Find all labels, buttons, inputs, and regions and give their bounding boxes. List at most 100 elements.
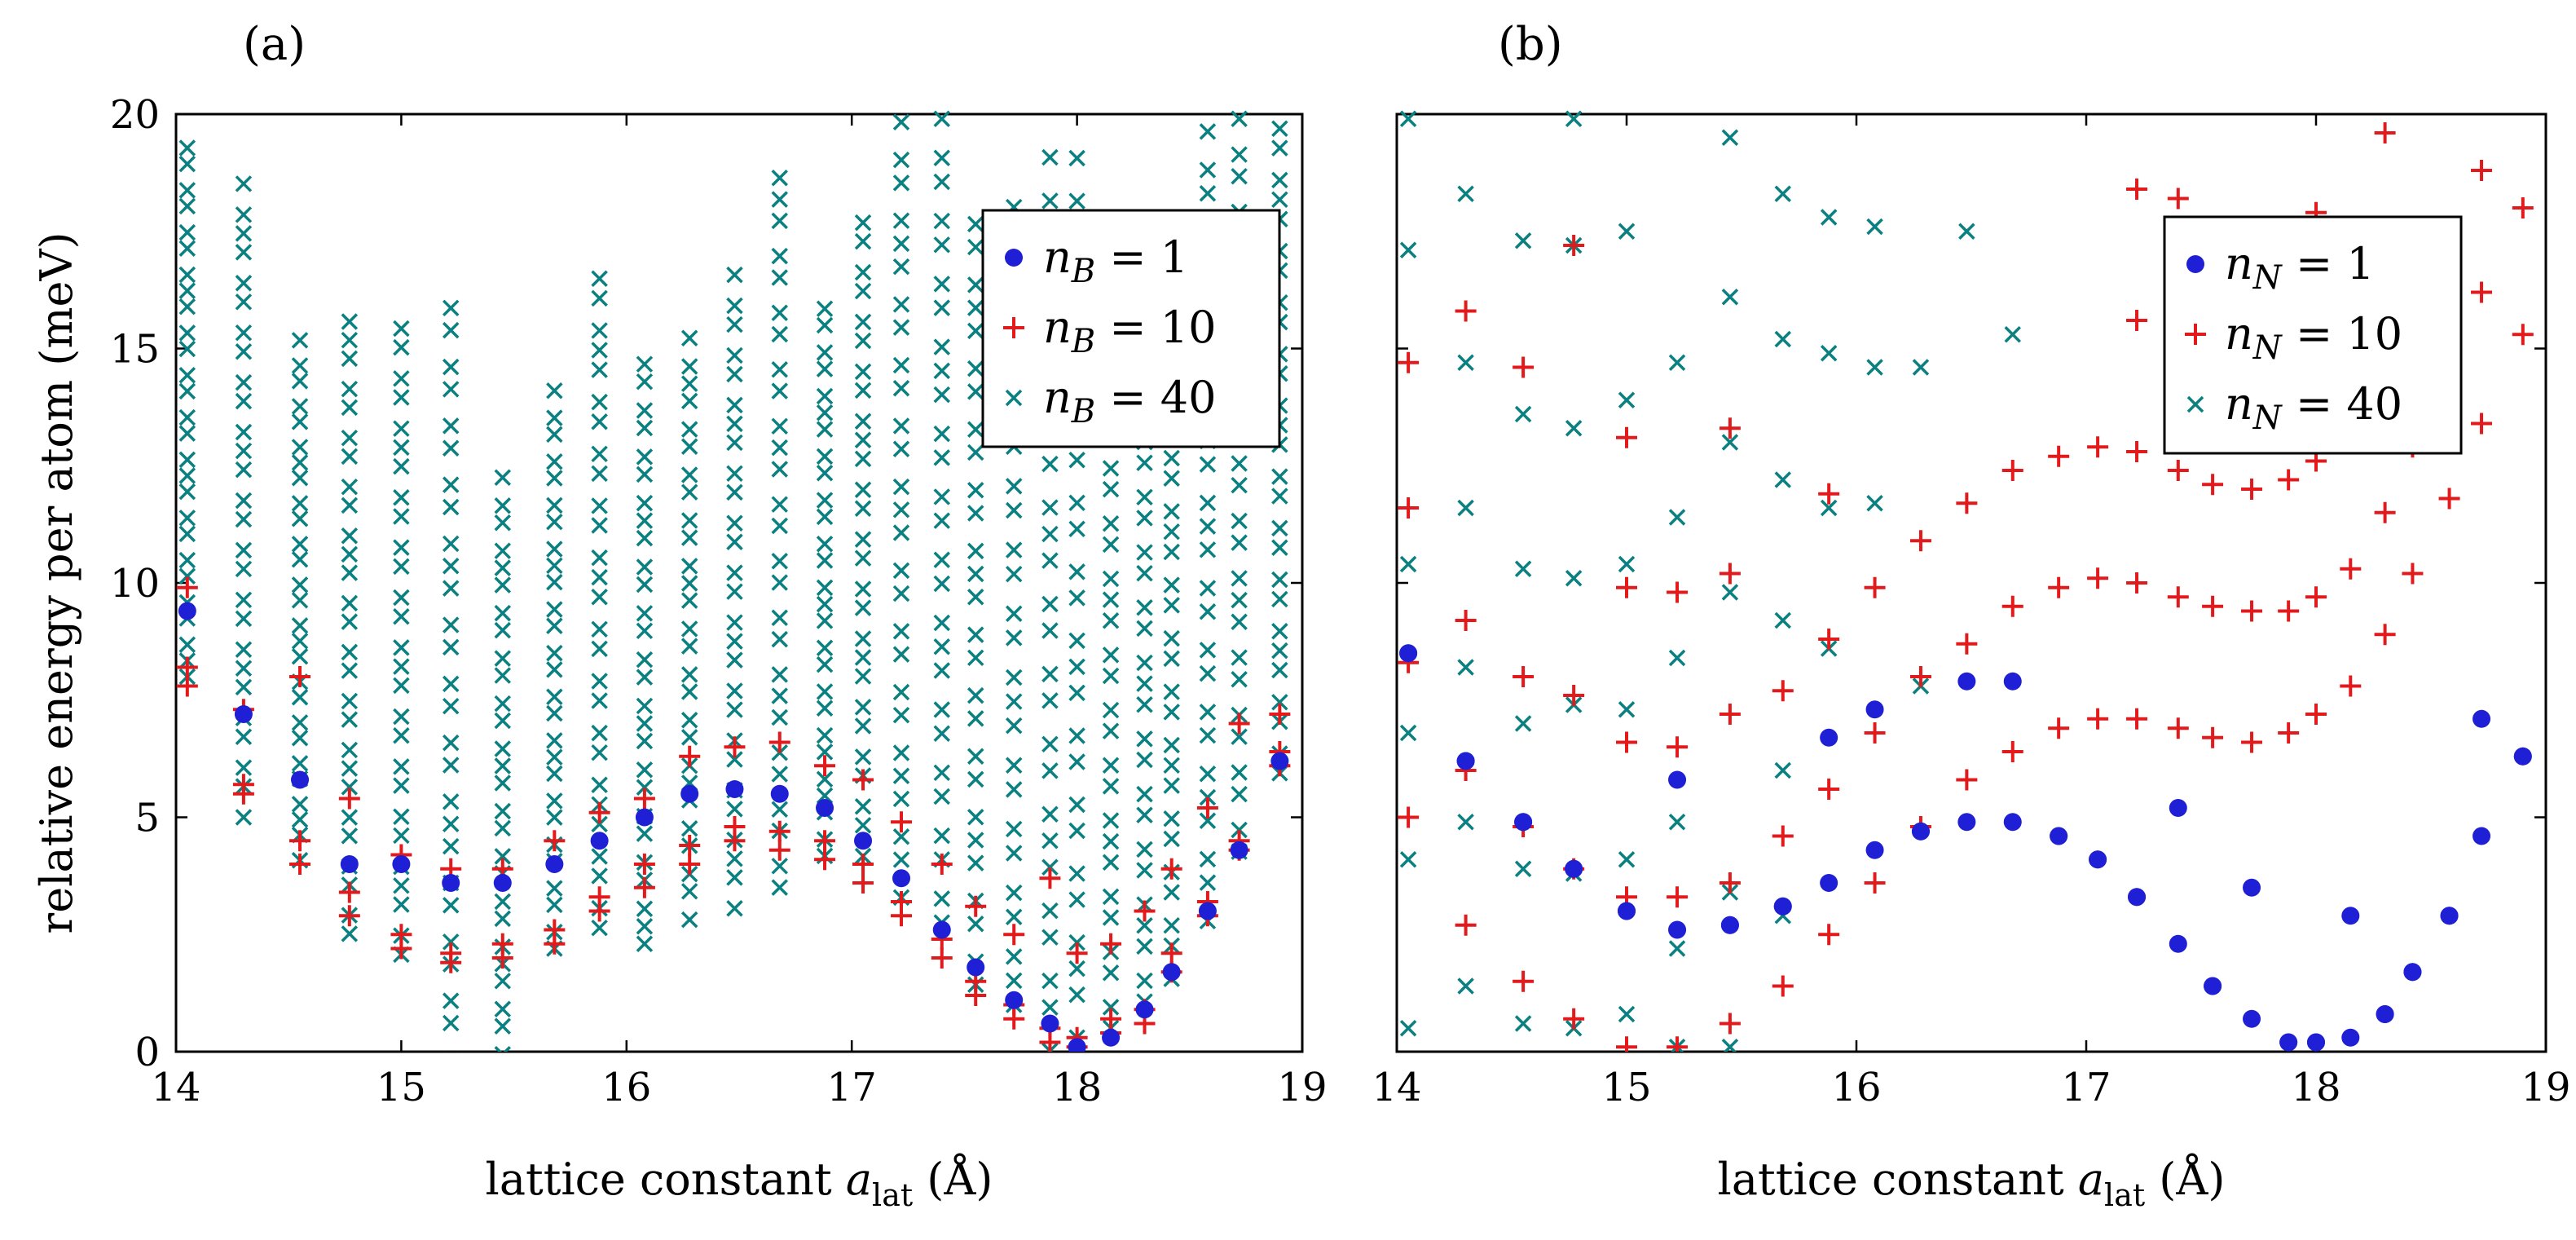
data-point [1102,722,1120,739]
data-point [1136,510,1153,527]
data-point [852,854,874,875]
data-point [1136,599,1153,616]
data-point [442,417,460,435]
data-point [892,585,910,602]
data-point [235,560,253,578]
data-point [591,497,608,514]
data-point [546,765,563,783]
data-point [1616,1036,1637,1052]
data-point [680,558,698,575]
data-point [1667,581,1689,603]
data-point [967,710,984,727]
data-point [1199,518,1217,535]
data-point [393,457,410,475]
data-point [1864,872,1886,894]
data-point [814,755,836,777]
data-point [1864,576,1886,598]
data-point [1866,218,1883,236]
data-point [1199,874,1217,891]
data-point [546,382,563,399]
data-point [2003,672,2022,691]
data-point [393,558,410,576]
data-point [933,551,950,568]
legend-entry-label: nN = 40 [2225,378,2402,437]
data-point [2471,413,2493,435]
data-point [816,492,834,509]
data-point [178,567,196,585]
data-point [1068,494,1085,512]
data-point [591,673,608,690]
data-point [1271,139,1288,157]
data-point [291,592,309,609]
data-point [591,848,608,865]
data-point [636,779,654,797]
data-point [546,409,563,426]
data-point [967,421,984,438]
data-point [1818,629,1840,650]
data-point [494,667,512,684]
data-point [933,512,950,529]
data-point [636,529,654,547]
data-point [1269,704,1291,725]
data-point [2087,708,2109,730]
data-point [178,602,196,620]
data-point [933,338,950,355]
data-point [235,728,253,745]
data-point [178,223,196,241]
data-point [1163,503,1180,520]
data-point [680,911,698,929]
data-point [2089,850,2107,869]
data-point [1514,405,1532,423]
x-tick-label: 19 [1277,1065,1327,1110]
data-point [680,683,698,700]
data-point [393,639,410,656]
data-point [1909,530,1931,552]
data-point [1398,497,1420,519]
data-point [591,361,608,378]
data-point [1003,924,1025,946]
data-point [726,564,743,581]
data-point [854,450,872,468]
data-point [726,297,743,315]
data-point [390,924,412,946]
data-point [1271,519,1288,537]
data-point [892,767,910,784]
data-point [493,874,512,892]
data-point [1271,488,1288,505]
data-point [1820,874,1838,892]
data-point [1514,813,1533,832]
data-point [1136,841,1153,858]
data-point [1041,622,1059,639]
data-point [1199,494,1217,512]
data-point [892,174,910,192]
data-point [1102,536,1120,554]
data-point [2374,122,2396,143]
data-point [680,784,699,803]
data-point [2438,488,2460,510]
data-point [291,470,309,487]
series-x [1399,110,2021,1052]
data-point [1005,948,1023,965]
data-point [933,725,950,742]
data-point [852,872,874,894]
data-point [291,439,309,456]
data-point [1041,192,1059,210]
data-point [1163,597,1180,614]
data-point [546,661,563,678]
data-point [442,558,460,575]
data-point [771,170,788,187]
data-point [636,373,654,391]
data-point [393,539,410,556]
legend-marker [1003,317,1024,338]
data-point [1774,471,1791,488]
data-point [1668,814,1686,831]
data-point [442,498,460,516]
data-point [2001,741,2023,762]
data-point [771,666,788,683]
data-point [636,355,654,373]
data-point [2512,197,2534,218]
data-point [1102,999,1120,1016]
data-point [1163,757,1180,774]
data-point [546,896,563,914]
data-point [933,276,950,293]
